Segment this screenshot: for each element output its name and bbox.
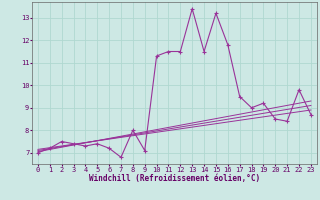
X-axis label: Windchill (Refroidissement éolien,°C): Windchill (Refroidissement éolien,°C) bbox=[89, 174, 260, 183]
